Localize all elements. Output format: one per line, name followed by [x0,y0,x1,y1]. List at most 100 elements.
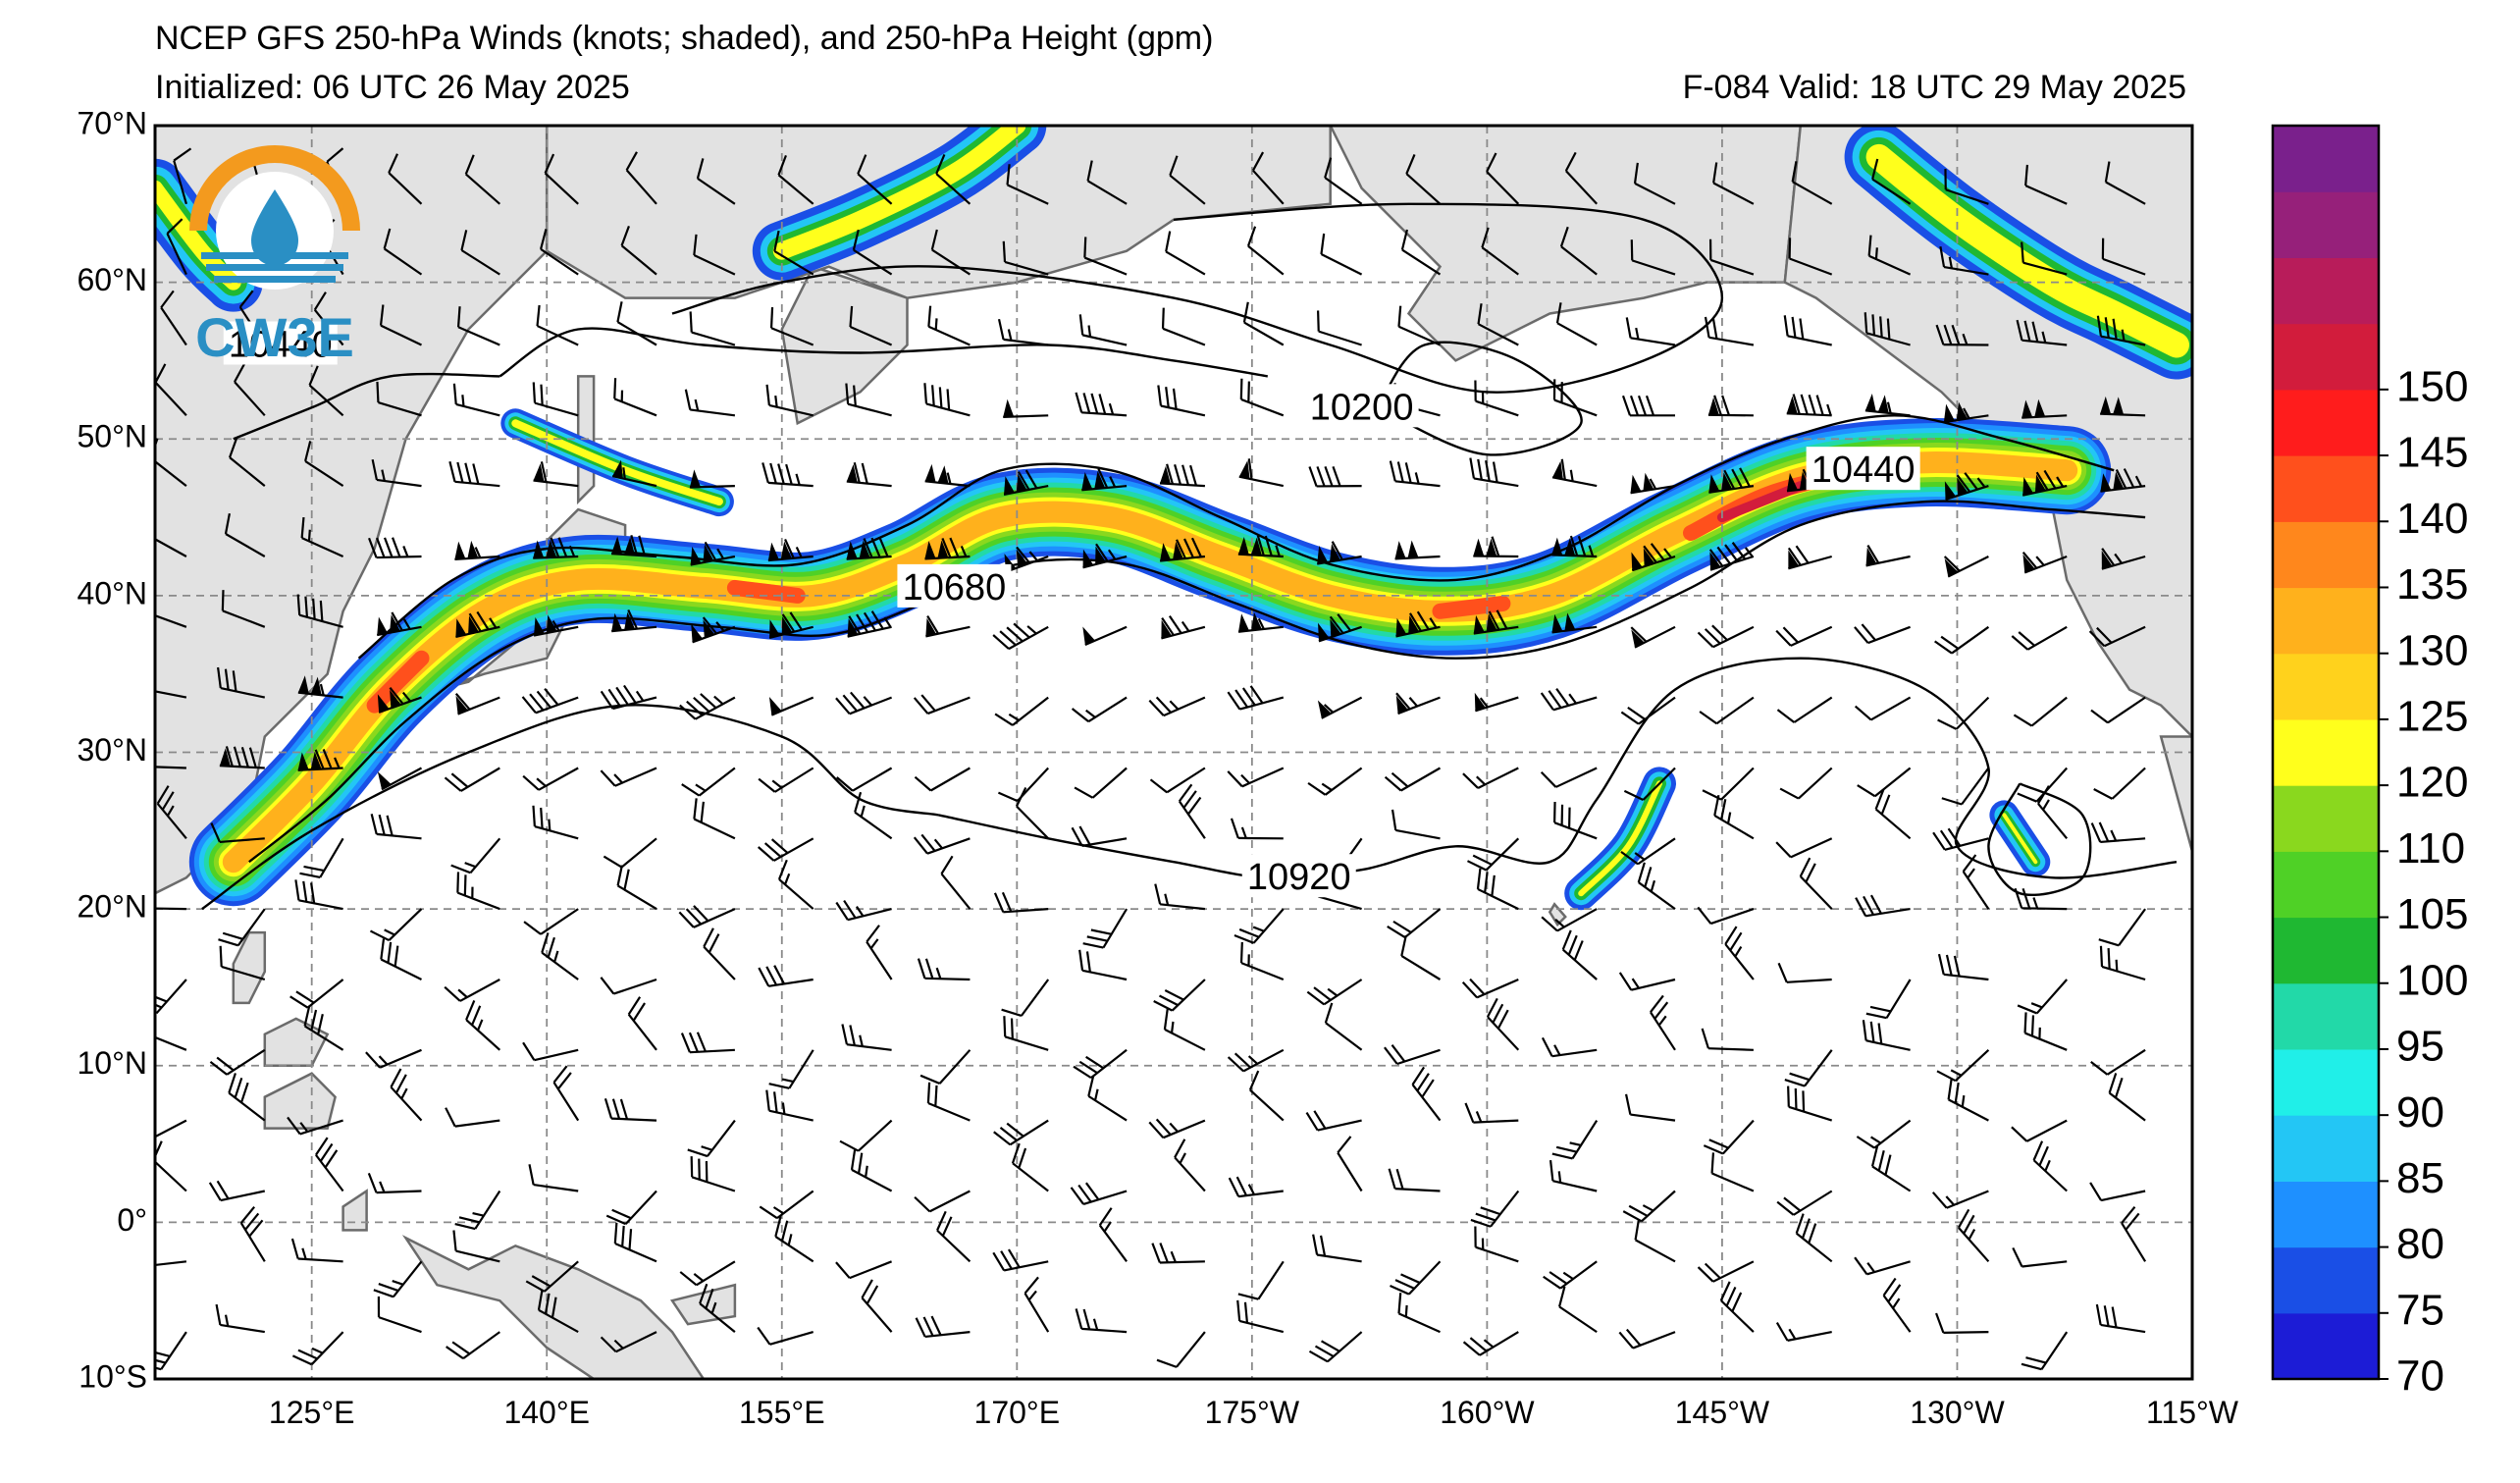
wind-barb [1957,1208,1990,1263]
wind-barb [611,535,657,558]
wind-barb [684,389,736,417]
wind-barb [847,610,892,638]
contour-10680-jet-south [248,500,2146,864]
contour-label: 10920 [1247,857,1351,898]
wind-barb [693,234,736,276]
contour-10920-west [201,704,939,911]
wind-barb [2095,1303,2146,1334]
wind-barb [925,614,971,638]
colorbar-label: 80 [2396,1220,2444,1268]
wind-barb [289,979,344,1009]
wind-barb [1227,767,1285,788]
wind-barb [215,1303,265,1334]
wind-barb [769,307,814,346]
wind-barb [2098,908,2146,947]
wind-barb [914,1190,971,1213]
wind-barb [299,837,344,879]
wind-barb [1634,1219,1676,1263]
wind-barb [2021,241,2068,276]
wind-barb [377,611,422,637]
wind-barb [1864,312,1911,346]
wind-barb [846,461,892,488]
wind-barb [1625,317,1676,346]
wind-barb [377,1296,422,1334]
wind-barb [1724,926,1755,980]
wind-barb [1324,1002,1363,1051]
wind-barb [1148,1118,1206,1139]
wind-barb [679,1260,736,1287]
wind-barb [1799,857,1833,910]
wind-barb [1395,692,1441,715]
wind-barb [525,1260,579,1293]
wind-barb [849,305,893,346]
wind-barb [1787,545,1832,570]
kamchatka-jet-band-3 [772,126,1026,260]
wind-barb [1551,535,1598,558]
wind-barb [1854,1256,1911,1276]
logo-wave-3 [214,276,336,283]
wind-barb [841,1024,892,1051]
wind-barb [930,229,971,276]
wind-barb [1867,235,1912,276]
wind-barb [2014,887,2068,911]
wind-barb [850,1148,893,1192]
land-new-britain [669,1283,737,1326]
wind-barb [914,767,971,792]
wind-barb [540,229,579,276]
wind-barb [1621,395,1675,417]
colorbar-label: 135 [2396,560,2468,609]
wind-barb [294,879,343,911]
wind-barb [605,1190,657,1226]
wind-barb [1776,1190,1833,1216]
colorbar-swatch [2273,191,2379,258]
wind-barb [600,1331,657,1353]
wind-barb [1623,767,1676,802]
jet-core-3 [366,650,430,714]
wind-barb [523,908,579,935]
wind-barb [1163,1008,1206,1051]
wind-barb [1087,1076,1128,1122]
wind-barb [1464,1102,1519,1124]
wind-barb [1791,161,1833,205]
wind-barb [1307,767,1363,796]
wind-barb [166,218,187,276]
wind-barb [383,228,423,276]
wind-barb [611,609,657,633]
wind-barb [1238,458,1285,488]
wind-barb [1397,305,1441,346]
wind-barb [1541,908,1598,932]
colorbar-label: 105 [2396,890,2468,938]
wind-barb [1787,1086,1833,1122]
wind-barb [1775,837,1833,859]
wind-barb [537,1289,579,1334]
latitude-label: 30°N [78,732,148,768]
wind-barb [687,1119,736,1158]
wind-barb [160,290,187,346]
wind-barb [758,965,814,987]
wind-barb [552,1065,580,1122]
wind-barb [678,905,736,928]
wind-barb [296,594,343,628]
wind-barb [1710,1152,1755,1192]
wind-barb [777,859,814,910]
wind-barb [1082,908,1129,949]
wind-barb [857,154,893,205]
wind-barb [1775,1322,1832,1342]
contour-cutoff-low [1987,782,2092,897]
contour-labels: 10200 10440 10680 10920 10440 [223,321,1920,898]
wind-barb [1856,1119,1912,1149]
colorbar [2271,124,2381,1381]
wind-barb [1620,696,1676,725]
wind-barb [1865,979,1912,1020]
colorbar-label: 85 [2396,1154,2444,1202]
wind-barb [1708,238,1755,276]
wind-barb [1784,1049,1833,1087]
jet-core-2 [726,579,806,604]
colorbar-label: 120 [2396,759,2468,807]
wind-barb [1462,1331,1519,1356]
wind-barb [1962,854,1990,910]
wind-barb [696,158,736,205]
wind-barb [679,693,736,720]
wind-barb [1156,1331,1206,1368]
wind-barb [835,691,893,715]
